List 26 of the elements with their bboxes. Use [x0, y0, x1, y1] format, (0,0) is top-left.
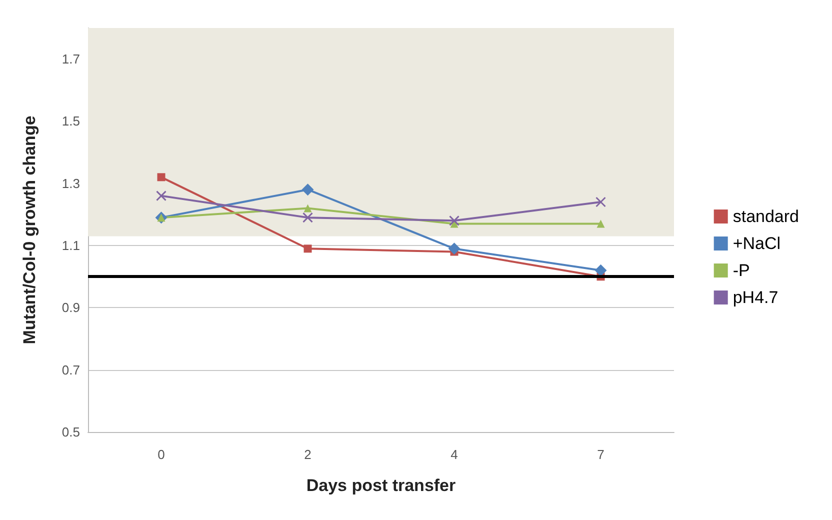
legend-label: +NaCl	[732, 234, 781, 253]
point	[157, 173, 166, 182]
y-tick-label: 1.5	[62, 114, 80, 129]
legend-label: -P	[732, 261, 750, 280]
y-tick-label: 1.1	[62, 238, 80, 254]
x-tick-label: 7	[597, 447, 604, 462]
y-tick-label: 0.9	[62, 300, 80, 316]
point	[449, 215, 460, 226]
legend-label: standard	[732, 207, 800, 226]
point	[304, 204, 312, 212]
point	[304, 244, 312, 253]
point	[302, 212, 313, 223]
x-axis-title: Days post transfer	[306, 476, 456, 495]
x-tick-label: 4	[450, 447, 458, 462]
y-tick-label: 1.3	[62, 176, 80, 191]
legend-label: pH4.7	[732, 288, 778, 307]
y-axis-title: Mutant/Col-0 growth change	[20, 116, 39, 344]
point	[448, 242, 460, 255]
point	[596, 220, 605, 228]
x-tick-label: 2	[304, 447, 312, 462]
point	[302, 184, 314, 196]
y-tick-label: 0.7	[62, 362, 80, 378]
y-tick-label: 0.5	[62, 424, 80, 440]
point	[594, 264, 607, 276]
y-tick-label: 1.7	[62, 52, 80, 67]
x-tick-label: 0	[158, 447, 165, 462]
